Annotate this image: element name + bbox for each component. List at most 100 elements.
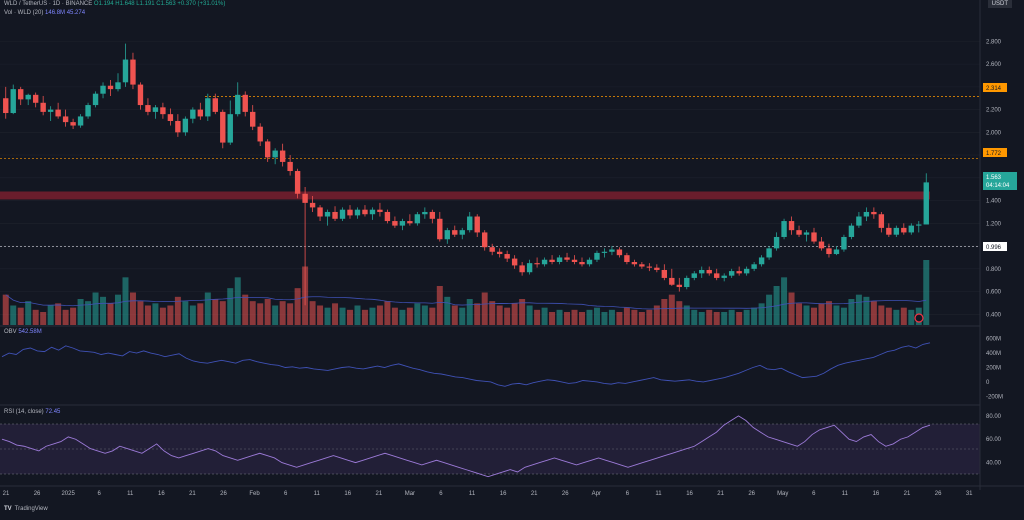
time-tick-label: 21 [189, 491, 196, 497]
price-tick-label: 0.400 [986, 312, 1002, 318]
volume-bar [451, 305, 458, 325]
candlesticks [3, 43, 929, 306]
volume-bar [676, 301, 683, 325]
volume-bar [197, 303, 204, 325]
candle-body [556, 257, 563, 262]
volume-bar [788, 292, 795, 325]
symbol-legend[interactable]: WLD / TetherUS · 1D · BINANCE O1.194 H1.… [4, 1, 225, 7]
level-high-tag-text: 2.314 [986, 86, 1002, 92]
time-tick-label: 6 [439, 491, 443, 497]
volume-bar [361, 309, 368, 325]
candle-body [474, 216, 480, 233]
candle-body [205, 98, 211, 117]
candle-body [317, 207, 323, 217]
volume-bar [496, 305, 503, 325]
volume-bar [638, 312, 645, 325]
candle-body [571, 259, 578, 262]
time-tick-label: 6 [626, 491, 630, 497]
candle-body [526, 263, 533, 273]
candle-body [699, 269, 705, 274]
volume-bar [436, 286, 443, 325]
rsi-tick-label: 40.00 [986, 461, 1002, 467]
volume-bar [608, 309, 615, 325]
candle-body [721, 275, 727, 278]
candle-body [541, 259, 548, 265]
currency-button[interactable]: USDT [987, 0, 1012, 8]
candle-body [631, 262, 638, 265]
time-tick-label: 26 [34, 491, 41, 497]
candle-body [332, 211, 338, 219]
volume-bar [279, 301, 286, 325]
candle-body [624, 255, 630, 262]
volume-bar [459, 307, 466, 325]
obv-tick-label: -200M [986, 394, 1003, 400]
candle-body [92, 93, 99, 106]
candle-body [47, 109, 54, 112]
obv-tick-label: 0 [986, 380, 990, 386]
candle-body [534, 263, 540, 265]
candle-body [32, 94, 39, 103]
time-tick-label: 6 [812, 491, 816, 497]
volume-bar [159, 307, 166, 325]
time-tick-label: 11 [655, 491, 662, 497]
candle-body [369, 209, 376, 215]
volume-bar [489, 301, 496, 325]
candle-body [609, 249, 615, 252]
candle-body [459, 230, 465, 235]
obv-legend[interactable]: OBV 542.58M [4, 329, 42, 335]
volume-bar [825, 301, 832, 325]
volume-bar [219, 301, 226, 325]
volume-bar [511, 303, 518, 325]
alert-icon[interactable] [914, 313, 924, 323]
time-axis[interactable]: 21 26 2025 6 11 16 21 26 Feb 6 11 16 21 Mar 6 11 16 21 26 A… [3, 491, 973, 497]
volume-bar [414, 303, 421, 325]
candle-body [235, 94, 241, 115]
volume-bar [85, 301, 92, 325]
obv-axis: 600M 400M 200M 0 -200M [986, 337, 1003, 401]
volume-bar [870, 301, 877, 325]
volume-bar [908, 309, 915, 325]
horizontal-levels [0, 96, 980, 247]
candle-body [257, 126, 263, 142]
time-tick-label: 11 [469, 491, 476, 497]
candle-body [676, 284, 682, 288]
volume-bar [444, 296, 451, 325]
volume-bar [47, 305, 54, 325]
volume-bar [339, 307, 346, 325]
volume-legend[interactable]: Vol · WLD (20) 146.8M 45.274 [4, 10, 85, 16]
volume-bar [579, 312, 585, 325]
candle-body [496, 251, 503, 255]
volume-bar [713, 312, 720, 325]
volume-bar [504, 307, 511, 325]
volume-bar [144, 305, 151, 325]
candle-body [85, 105, 91, 117]
volume-bar [848, 299, 855, 325]
volume-bar [593, 307, 600, 325]
rsi-legend[interactable]: RSI (14, close) 72.45 [4, 409, 60, 415]
volume-bar [152, 303, 159, 325]
volume-bar [923, 260, 930, 325]
brand-label: TradingView [14, 505, 48, 512]
candle-body [886, 227, 892, 235]
symbol-title[interactable]: WLD / TetherUS · 1D · BINANCE [4, 1, 93, 7]
candle-body [564, 257, 570, 260]
volume-bar [212, 299, 219, 325]
candle-body [122, 59, 129, 83]
volume-bar [900, 307, 907, 325]
level-low-tag-text: 0.996 [986, 245, 1002, 251]
volume-bar [519, 299, 526, 325]
candle-body [714, 273, 720, 278]
time-tick-label: 26 [562, 491, 569, 497]
candle-body [788, 221, 795, 231]
candle-body [167, 114, 174, 121]
time-tick-label: 2025 [61, 491, 75, 497]
obv-tick-label: 600M [986, 337, 1001, 343]
price-tick-label: 1.400 [986, 199, 1002, 205]
candle-body [25, 94, 31, 100]
candle-body [384, 211, 391, 222]
volume-bar [92, 292, 99, 325]
candle-body [594, 252, 600, 260]
volume-bar [721, 312, 728, 325]
